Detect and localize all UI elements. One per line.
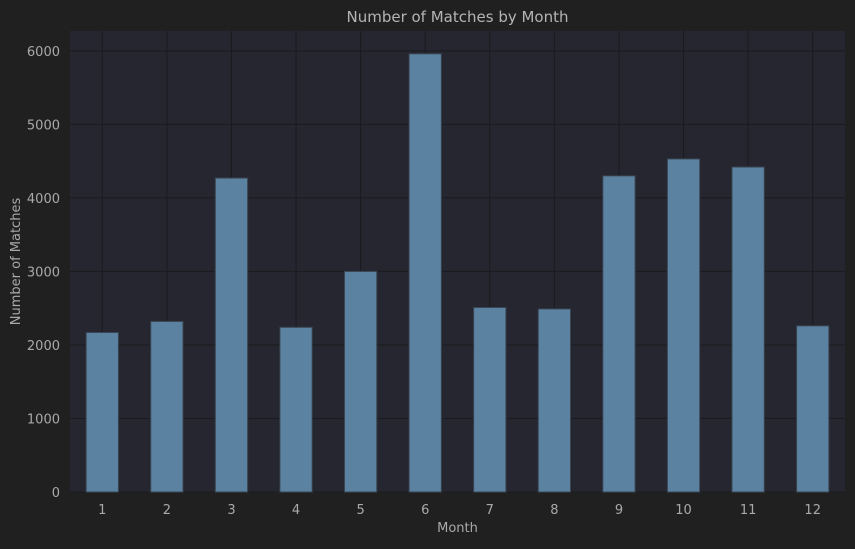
chart-title: Number of Matches by Month (346, 8, 568, 26)
y-axis-label: Number of Matches (9, 198, 24, 326)
x-tick-label: 3 (227, 503, 235, 518)
x-tick-label: 2 (163, 503, 171, 518)
bar-month-2 (150, 320, 184, 493)
x-tick-label: 9 (615, 503, 623, 518)
x-tick-label: 10 (675, 503, 692, 518)
y-tick-label: 0 (52, 486, 60, 501)
bar-month-5 (343, 270, 378, 493)
bar-month-4 (279, 326, 313, 493)
plot-area (70, 31, 845, 492)
bar-month-10 (666, 158, 701, 493)
y-tick-label: 4000 (27, 192, 60, 207)
bar-month-7 (473, 306, 507, 493)
bar-month-11 (731, 166, 765, 493)
x-tick-label: 4 (292, 503, 300, 518)
y-tick-label: 2000 (27, 339, 60, 354)
x-tick-label: 8 (550, 503, 558, 518)
y-tick-label: 1000 (27, 412, 60, 427)
bar-month-6 (408, 53, 442, 493)
x-tick-label: 12 (804, 503, 821, 518)
x-tick-label: 1 (98, 503, 106, 518)
x-axis-ticks: 1 2 3 4 5 6 7 8 9 10 11 12 (98, 503, 821, 518)
bars (85, 53, 830, 493)
bar-month-8 (537, 308, 572, 493)
y-tick-label: 3000 (27, 265, 60, 280)
bar-month-3 (214, 177, 249, 493)
x-tick-label: 5 (356, 503, 364, 518)
bar-month-1 (85, 331, 119, 493)
y-axis-ticks: 0 1000 2000 3000 4000 5000 6000 (27, 45, 60, 501)
x-tick-label: 7 (486, 503, 494, 518)
x-tick-label: 11 (740, 503, 757, 518)
x-axis-label: Month (437, 521, 478, 536)
y-tick-label: 6000 (27, 45, 60, 60)
bar-month-9 (602, 175, 636, 493)
x-tick-label: 6 (421, 503, 429, 518)
bar-month-12 (796, 325, 830, 493)
y-tick-label: 5000 (27, 118, 60, 133)
